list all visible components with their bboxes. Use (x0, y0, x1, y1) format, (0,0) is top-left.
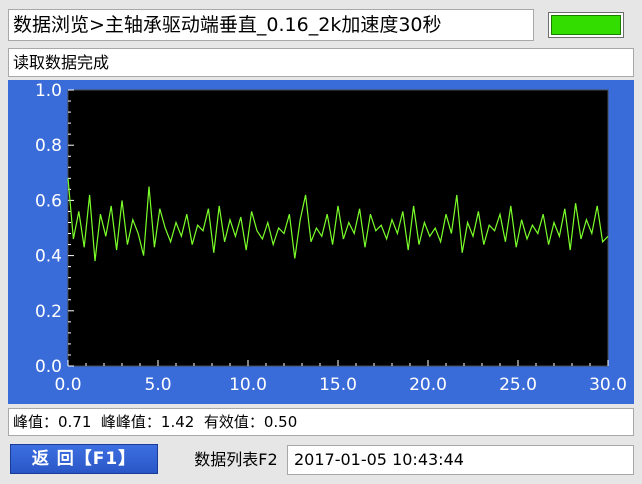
data-list-button[interactable]: 数据列表F2 (194, 450, 278, 469)
y-tick-label: 0.6 (35, 191, 62, 211)
waveform-chart-svg: 0.0 0.2 0.4 0.6 0.8 1.0 0.0 5.0 10.0 15.0 20.0 25.0… (35, 81, 627, 395)
x-tick-label: 20.0 (409, 375, 447, 395)
x-tick-label: 25.0 (499, 375, 537, 395)
status-indicator-fill (551, 15, 621, 35)
status-message: 读取数据完成 (8, 48, 634, 77)
x-tick-label: 5.0 (144, 375, 171, 395)
x-tick-label: 15.0 (319, 375, 357, 395)
y-tick-label: 0.4 (35, 247, 62, 267)
x-tick-label: 0.0 (54, 375, 81, 395)
status-indicator (548, 12, 624, 38)
series-line (67, 178, 609, 262)
back-button[interactable]: 返 回【F1】 (10, 444, 158, 474)
plot-area (67, 89, 609, 367)
datetime-field: 2017-01-05 10:43:44 (287, 445, 634, 475)
y-tick-label: 0.2 (35, 302, 62, 322)
page-title: 数据浏览>主轴承驱动端垂直_0.16_2k加速度30秒 (8, 9, 534, 41)
x-tick-label: 10.0 (229, 375, 267, 395)
y-tick-label: 0.0 (35, 357, 62, 377)
y-tick-label: 0.8 (35, 136, 62, 156)
waveform-chart: 0.0 0.2 0.4 0.6 0.8 1.0 0.0 5.0 10.0 15.0 20.0 25.0… (8, 80, 634, 404)
y-tick-label: 1.0 (35, 81, 62, 101)
stats-readout: 峰值：0.71 峰峰值：1.42 有效值：0.50 (8, 408, 634, 436)
x-tick-label: 30.0 (589, 375, 627, 395)
